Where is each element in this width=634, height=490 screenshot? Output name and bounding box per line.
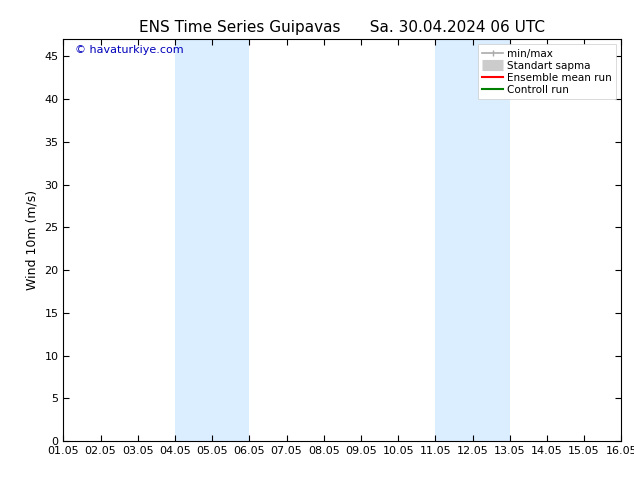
Bar (175, 39, 249, 441)
Text: © havaturkiye.com: © havaturkiye.com (75, 45, 183, 55)
Bar (436, 39, 510, 441)
Legend: min/max, Standart sapma, Ensemble mean run, Controll run: min/max, Standart sapma, Ensemble mean r… (478, 45, 616, 99)
Title: ENS Time Series Guipavas      Sa. 30.04.2024 06 UTC: ENS Time Series Guipavas Sa. 30.04.2024 … (139, 20, 545, 35)
Y-axis label: Wind 10m (m/s): Wind 10m (m/s) (26, 190, 39, 290)
